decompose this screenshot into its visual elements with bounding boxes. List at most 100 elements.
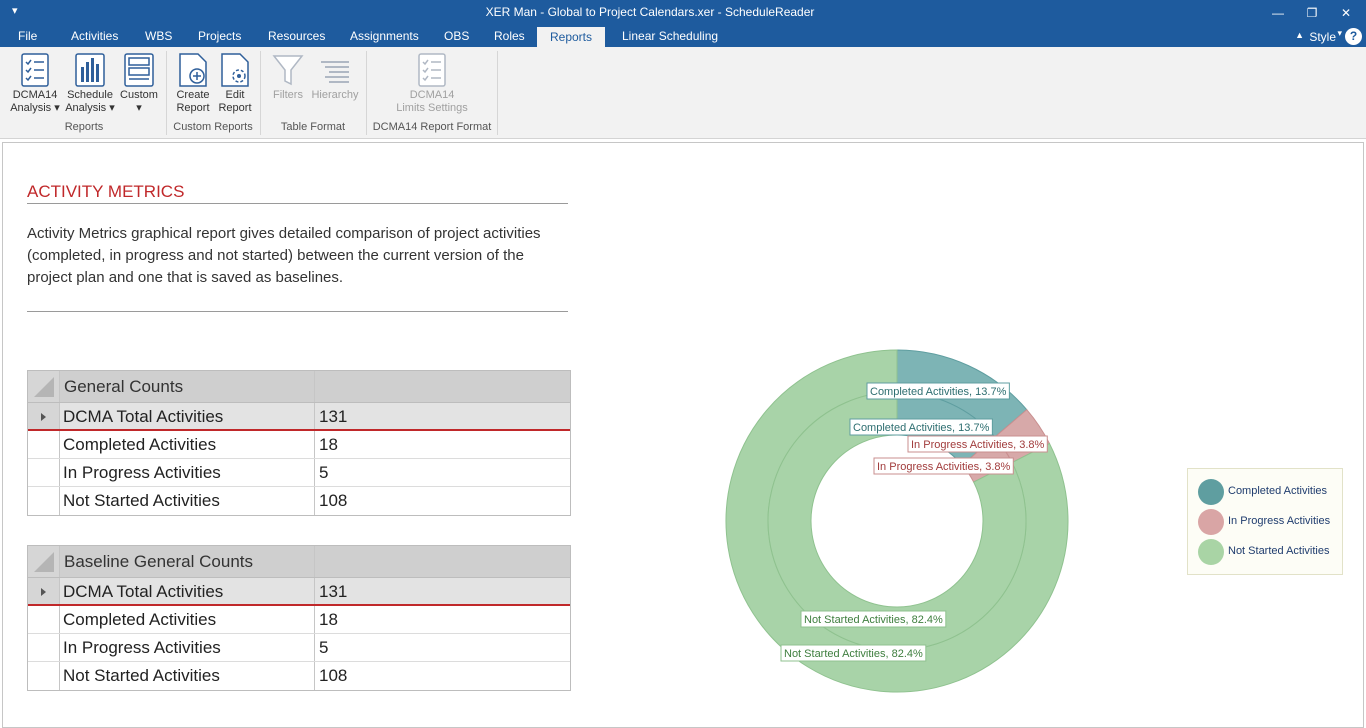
group-separator <box>497 51 498 135</box>
select-all-corner[interactable] <box>28 371 60 402</box>
table-row[interactable]: Completed Activities 18 <box>28 431 570 459</box>
donut-data-label: Not Started Activities, 82.4% <box>780 644 927 662</box>
table-row[interactable]: DCMA Total Activities 131 <box>28 403 570 431</box>
tab-projects[interactable]: Projects <box>198 29 242 43</box>
row-label: Completed Activities <box>61 431 315 458</box>
current-row-arrow-icon <box>41 413 46 421</box>
style-chevron-icon[interactable]: ▾ <box>1337 28 1342 38</box>
filter-icon <box>272 55 304 86</box>
tab-wbs[interactable]: WBS <box>145 29 173 43</box>
tab-obs[interactable]: OBS <box>444 29 470 43</box>
donut-data-label-text: In Progress Activities, 3.8% <box>877 461 1010 473</box>
legend-swatch <box>1198 539 1224 565</box>
donut-data-label-text: Not Started Activities, 82.4% <box>804 614 943 626</box>
donut-data-label: In Progress Activities, 3.8% <box>873 457 1014 475</box>
table-header-row: Baseline General Counts <box>28 546 570 578</box>
tab-resources[interactable]: Resources <box>268 29 326 43</box>
report-title: ACTIVITY METRICS <box>27 182 185 201</box>
row-label: Not Started Activities <box>61 662 315 690</box>
general-counts-table: General Counts DCMA Total Activities 131… <box>27 370 571 516</box>
column-header[interactable]: General Counts <box>61 371 315 402</box>
row-value: 18 <box>319 435 338 454</box>
custom-label-2: ▾ <box>136 102 142 114</box>
group-label-dcma14-report-format: DCMA14 Report Format <box>372 121 492 133</box>
table-row[interactable]: In Progress Activities 5 <box>28 634 570 662</box>
legend-swatch <box>1198 509 1224 535</box>
table-row[interactable]: DCMA Total Activities 131 <box>28 578 570 606</box>
dcma14-limits-label-2: Limits Settings <box>396 102 468 114</box>
report-description: Activity Metrics graphical report gives … <box>27 225 541 286</box>
donut-data-label: Completed Activities, 13.7% <box>866 382 1010 400</box>
row-indicator[interactable] <box>28 606 60 633</box>
row-indicator[interactable] <box>28 578 60 604</box>
custom-button[interactable]: Custom ▾ <box>119 53 159 115</box>
row-indicator[interactable] <box>28 459 60 486</box>
style-dropdown[interactable]: Style <box>1309 30 1336 44</box>
tab-linear-scheduling[interactable]: Linear Scheduling <box>622 29 719 43</box>
tab-reports[interactable]: Reports <box>537 27 605 47</box>
donut-data-label-text: Completed Activities, 13.7% <box>870 386 1007 398</box>
restore-button[interactable]: ❐ <box>1306 6 1318 20</box>
table-row[interactable]: Not Started Activities 108 <box>28 662 570 690</box>
create-report-label-1: Create <box>176 89 210 101</box>
donut-data-label-box <box>849 418 993 436</box>
bar-chart-icon <box>75 53 105 87</box>
dcma14-analysis-button[interactable]: DCMA14 Analysis ▾ <box>8 53 62 115</box>
group-separator <box>366 51 367 135</box>
filters-button[interactable]: Filters <box>268 53 308 102</box>
row-label: In Progress Activities <box>61 459 315 486</box>
minimize-button[interactable]: — <box>1272 6 1284 20</box>
collapse-ribbon-icon[interactable]: ▲ <box>1295 30 1304 40</box>
edit-report-label-2: Report <box>218 102 252 114</box>
edit-report-label-1: Edit <box>225 89 245 101</box>
table-row[interactable]: Completed Activities 18 <box>28 606 570 634</box>
window-title: XER Man - Global to Project Calendars.xe… <box>485 5 815 19</box>
row-label: In Progress Activities <box>61 634 315 661</box>
column-header-value[interactable] <box>316 546 570 577</box>
table-header-row: General Counts <box>28 371 570 403</box>
edit-report-button[interactable]: Edit Report <box>215 53 255 115</box>
table-row[interactable]: In Progress Activities 5 <box>28 459 570 487</box>
dcma14-limits-settings-button[interactable]: DCMA14 Limits Settings <box>388 53 476 115</box>
row-indicator[interactable] <box>28 403 60 429</box>
tab-file[interactable]: File <box>18 29 38 43</box>
help-icon[interactable]: ? <box>1345 28 1362 45</box>
donut-data-label: Completed Activities, 13.7% <box>849 418 993 436</box>
hierarchy-label: Hierarchy <box>311 89 359 101</box>
table-row[interactable]: Not Started Activities 108 <box>28 487 570 515</box>
dcma14-analysis-label-1: DCMA14 <box>12 89 58 101</box>
row-indicator[interactable] <box>28 634 60 661</box>
tab-roles[interactable]: Roles <box>494 29 525 43</box>
legend-label: Not Started Activities <box>1228 545 1330 557</box>
schedule-analysis-label-1: Schedule <box>67 89 113 101</box>
menu-tabs: File Activities WBS Projects Resources A… <box>0 26 1366 47</box>
donut-data-label-box <box>780 644 927 662</box>
hierarchy-button[interactable]: Hierarchy <box>310 53 360 102</box>
donut-data-label-text: Not Started Activities, 82.4% <box>784 648 923 660</box>
edit-report-icon <box>221 53 249 87</box>
donut-data-label-text: In Progress Activities, 3.8% <box>911 439 1044 451</box>
legend-swatch <box>1198 479 1224 505</box>
row-indicator[interactable] <box>28 662 60 690</box>
create-report-button[interactable]: Create Report <box>173 53 213 115</box>
title-divider <box>27 203 568 204</box>
select-all-corner[interactable] <box>28 546 60 577</box>
donut-data-label-text: Completed Activities, 13.7% <box>853 422 990 434</box>
limits-settings-icon <box>418 53 446 87</box>
schedule-analysis-button[interactable]: Schedule Analysis ▾ <box>64 53 116 115</box>
tab-activities[interactable]: Activities <box>71 29 119 43</box>
row-label: DCMA Total Activities <box>61 403 315 429</box>
activity-metrics-donut-chart: Completed Activities, 13.7% In Progress A… <box>725 349 1069 693</box>
row-indicator[interactable] <box>28 487 60 515</box>
close-button[interactable]: ✕ <box>1340 6 1352 20</box>
hierarchy-icon <box>321 61 349 83</box>
title-bar: ▾ XER Man - Global to Project Calendars.… <box>0 0 1366 26</box>
row-indicator[interactable] <box>28 431 60 458</box>
chart-legend: Completed Activities In Progress Activit… <box>1187 468 1343 575</box>
corner-triangle-icon <box>34 377 54 397</box>
tab-assignments[interactable]: Assignments <box>350 29 419 43</box>
quick-access-menu-icon[interactable]: ▾ <box>12 5 18 17</box>
donut-slice-inner-not-started-activities[interactable] <box>767 391 1027 651</box>
column-header[interactable]: Baseline General Counts <box>61 546 315 577</box>
column-header-value[interactable] <box>316 371 570 402</box>
